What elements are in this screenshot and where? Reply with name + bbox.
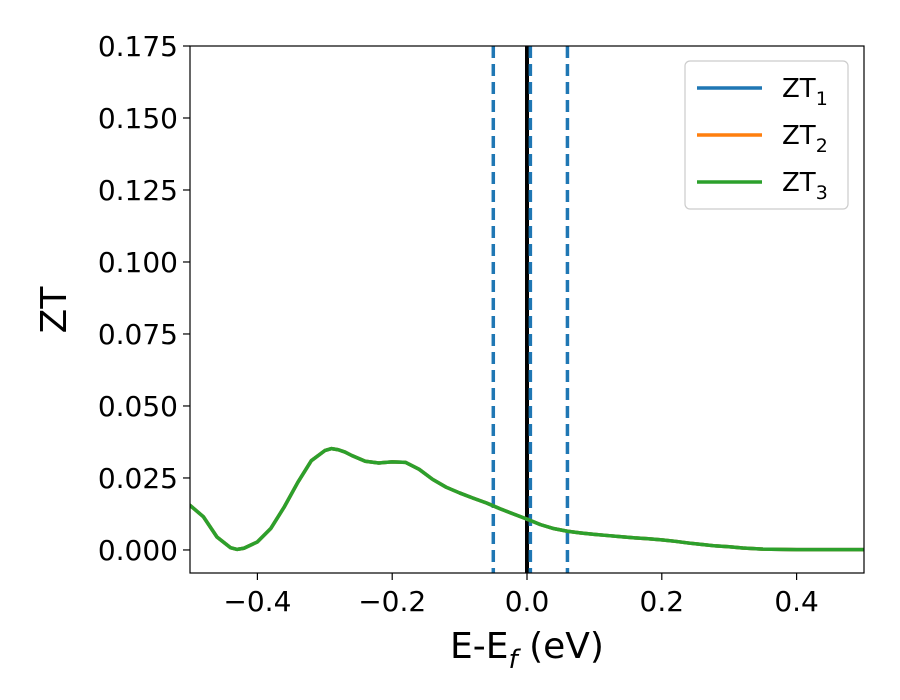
y-tick-label: 0.075 <box>98 318 178 351</box>
legend-box <box>684 60 849 210</box>
y-tick-label: 0.125 <box>98 174 178 207</box>
series-lines <box>190 446 864 552</box>
x-tick-label: −0.2 <box>358 585 426 618</box>
legend-label: ZT3 <box>782 168 828 204</box>
x-tick-label: −0.4 <box>223 585 291 618</box>
y-tick-label: 0.150 <box>98 102 178 135</box>
x-axis-ticks: −0.4 −0.2 0.0 0.2 0.4 <box>223 573 819 618</box>
x-axis-title-main: E-E <box>450 626 508 667</box>
x-tick-label: 0.2 <box>640 585 685 618</box>
legend-label: ZT1 <box>782 74 828 110</box>
y-axis-title: ZT <box>34 286 75 334</box>
y-axis-ticks: 0.000 0.025 0.050 0.075 0.100 0.125 0.150 0.175 <box>98 30 190 567</box>
y-tick-label: 0.025 <box>98 462 178 495</box>
x-tick-label: 0.0 <box>505 585 550 618</box>
vertical-reference-lines <box>491 46 570 573</box>
y-tick-label: 0.100 <box>98 246 178 279</box>
legend: ZT1 ZT2 ZT3 <box>684 60 849 210</box>
y-tick-label: 0.000 <box>98 534 178 567</box>
x-axis-title: E-Ef (eV) <box>450 626 604 675</box>
y-tick-label: 0.050 <box>98 390 178 423</box>
series-line-zt3 <box>190 446 864 552</box>
x-tick-label: 0.4 <box>774 585 819 618</box>
x-axis-title-unit: (eV) <box>518 626 604 667</box>
y-tick-label: 0.175 <box>98 30 178 63</box>
legend-label: ZT2 <box>782 121 828 157</box>
